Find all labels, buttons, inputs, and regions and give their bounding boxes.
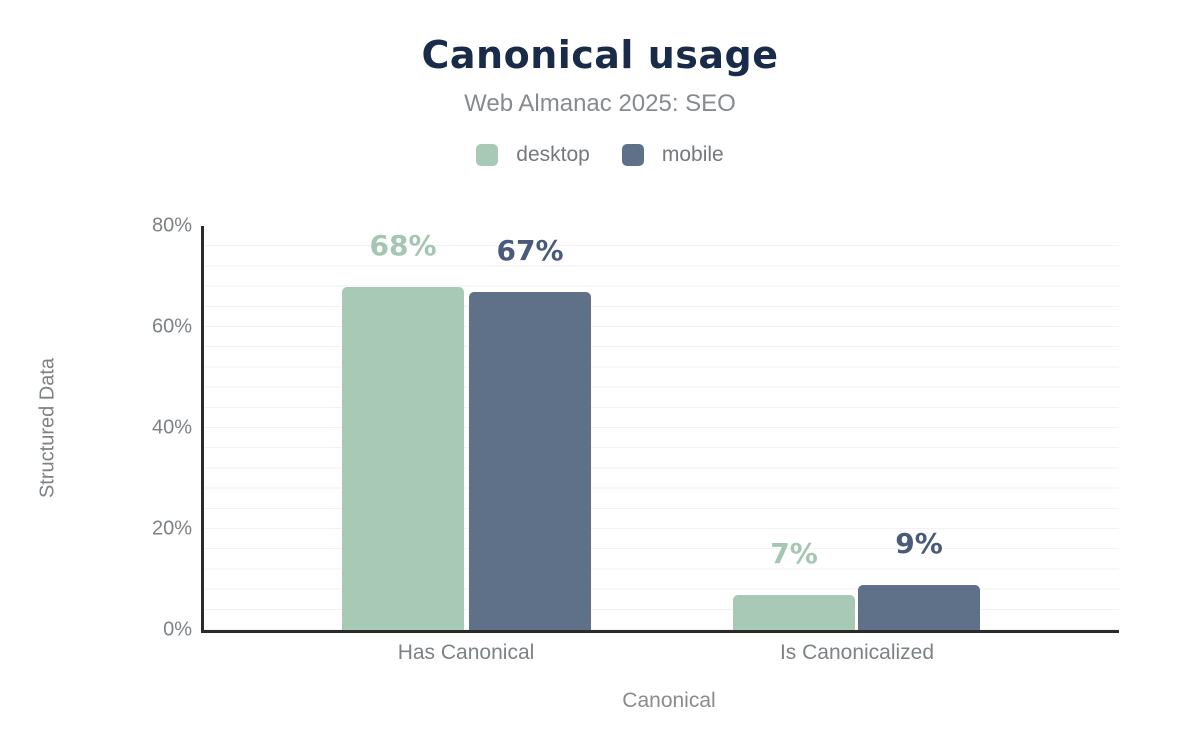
bar-group-has-canonical-desktop: 68% bbox=[342, 226, 464, 630]
legend-item-mobile: mobile bbox=[621, 143, 724, 167]
y-tick-80: 80% bbox=[151, 214, 192, 237]
value-label-mobile-has-canonical: 67% bbox=[496, 233, 564, 267]
chart-subtitle: Web Almanac 2025: SEO bbox=[464, 90, 736, 117]
legend-label-mobile: mobile bbox=[661, 143, 724, 166]
x-axis-line bbox=[201, 630, 1119, 633]
chart-title: Canonical usage bbox=[421, 33, 779, 77]
plot-area: 80% 60% 40% 20% 0% 68% 67% 7% 9% bbox=[152, 215, 1119, 641]
y-tick-60: 60% bbox=[151, 315, 192, 338]
mobile-swatch-icon bbox=[621, 144, 644, 166]
y-tick-40: 40% bbox=[151, 416, 192, 439]
value-label-desktop-has-canonical: 68% bbox=[369, 228, 437, 262]
x-tick-has-canonical: Has Canonical bbox=[397, 641, 535, 664]
bar-group-is-canonicalized-mobile: 9% bbox=[858, 226, 980, 630]
y-tick-20: 20% bbox=[151, 517, 192, 540]
bar-mobile-has-canonical[interactable] bbox=[469, 291, 591, 630]
x-axis-title: Canonical bbox=[622, 689, 716, 712]
bar-group-has-canonical-mobile: 67% bbox=[469, 226, 591, 630]
y-axis-line bbox=[201, 226, 204, 633]
y-tick-0: 0% bbox=[163, 618, 192, 641]
desktop-swatch-icon bbox=[476, 144, 499, 166]
chart-legend: desktop mobile bbox=[0, 143, 1200, 167]
value-label-mobile-is-canonicalized: 9% bbox=[895, 526, 943, 560]
bar-group-is-canonicalized-desktop: 7% bbox=[733, 226, 855, 630]
legend-item-desktop: desktop bbox=[476, 143, 590, 167]
bar-mobile-is-canonicalized[interactable] bbox=[858, 584, 980, 630]
value-label-desktop-is-canonicalized: 7% bbox=[770, 536, 818, 570]
bar-desktop-is-canonicalized[interactable] bbox=[733, 594, 855, 630]
legend-label-desktop: desktop bbox=[516, 143, 590, 166]
x-tick-is-canonicalized: Is Canonicalized bbox=[779, 641, 935, 664]
y-axis-title: Structured Data bbox=[36, 357, 59, 499]
bar-desktop-has-canonical[interactable] bbox=[342, 286, 464, 630]
